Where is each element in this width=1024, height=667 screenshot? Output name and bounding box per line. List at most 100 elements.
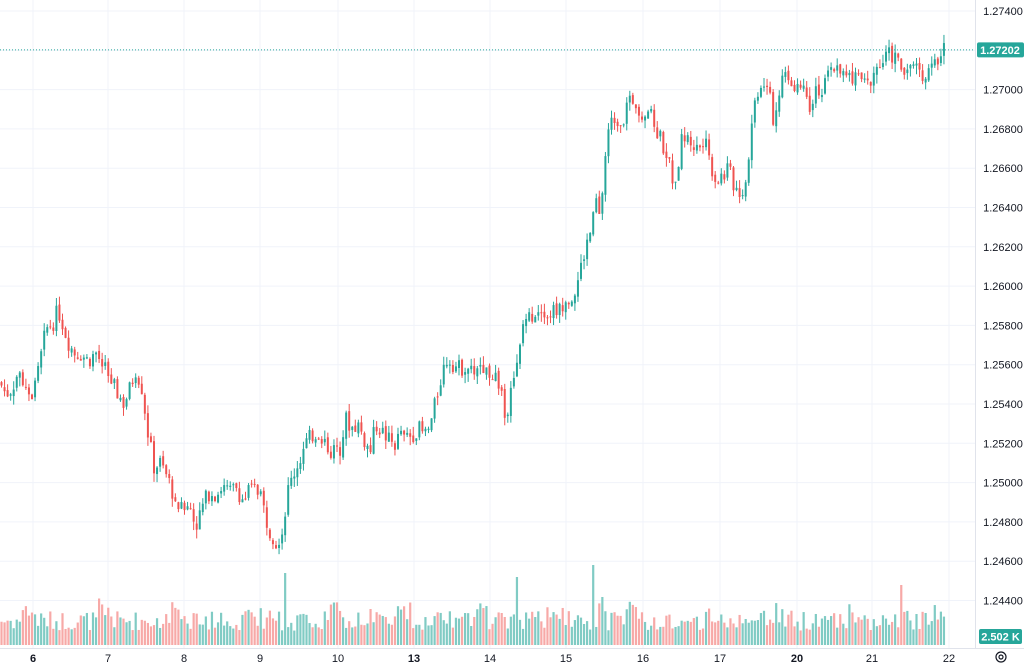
volume-bar [110,616,113,645]
volume-bar [903,611,906,645]
candle-body [393,443,396,450]
candle-body [726,163,729,178]
volume-bar [329,604,332,645]
candle-body [872,72,875,86]
volume-bar [460,616,464,645]
candle-body [845,71,848,76]
y-tick-label: 1.25800 [983,320,1023,332]
volume-bar [756,620,759,645]
candle-body [512,377,515,387]
volume-bar [253,616,256,645]
candle-body [143,394,146,414]
candle-body [354,425,357,432]
candle-body [674,181,677,183]
volume-bar [711,621,714,645]
candle-body [491,379,494,381]
volume-bar [607,630,610,645]
settings-icon[interactable] [990,648,1012,666]
candle-body [592,212,595,235]
candle-body [787,70,790,81]
volume-bar [250,612,253,645]
volume-bar [708,608,711,645]
candle-body [21,372,24,386]
candle-body [546,317,549,319]
candle-body [747,159,750,183]
candle-body [772,92,775,125]
volume-bar [875,626,878,645]
volume-bar [165,614,168,645]
volume-bar [317,627,320,645]
candle-body [406,432,409,435]
candle-body [506,414,509,417]
volume-bar [610,612,613,645]
candle-body [817,84,820,96]
last-price-value: 1.27202 [980,45,1020,57]
candle-body [275,545,277,549]
candle-body [891,45,894,63]
volume-bar [625,609,628,645]
volume-bar [939,611,942,645]
volume-bar [857,617,860,645]
candle-body [296,468,299,478]
candle-body [323,438,326,443]
candle-body [897,53,900,58]
volume-bar [567,611,570,645]
volume-bar [204,616,207,645]
volume-bar [909,620,912,645]
volume-bar [155,618,159,645]
volume-bar [119,617,122,645]
volume-bar [826,619,830,645]
time-axis[interactable]: 6 7 8 9 10 13 14 15 16 17 20 21 22 [0,648,1024,666]
volume-bar [82,616,85,645]
candle-body [698,145,701,148]
volume-bar [137,629,140,645]
volume-bar [930,621,933,645]
volume-bar [216,622,220,645]
candle-body [207,491,210,502]
candle-body [293,476,296,479]
candle-body [833,69,836,72]
candle-body [589,233,592,242]
candle-body [375,426,378,432]
volume-bar [122,618,125,645]
volume-bar [881,615,885,645]
candle-body [830,67,833,70]
candle-body [528,312,531,321]
candle-body [110,374,113,384]
candle-body [421,421,424,432]
volume-bar [299,614,302,645]
volume-bar [107,607,110,645]
candle-body [705,138,708,148]
candle-body [656,127,659,139]
candle-body [259,491,262,495]
volume-bar [94,617,98,645]
volume-bar [540,621,543,645]
candle-body [644,116,647,121]
candle-body [302,448,305,464]
candle-body [936,58,939,65]
candle-body [9,394,12,396]
candle-body [131,382,134,385]
volume-bar [76,622,79,645]
volume-bar [482,608,485,645]
candle-body [308,429,311,440]
candle-body [149,436,152,443]
candle-body [61,319,64,330]
volume-bar [67,627,70,645]
x-tick-label: 8 [181,653,187,665]
candle-body [177,502,180,510]
y-tick-label: 1.25600 [983,360,1023,372]
candle-body [253,483,256,485]
volume-bar [769,619,772,645]
volume-bar [21,610,24,645]
volume-bar [244,611,247,645]
candle-body [262,490,265,506]
volume-bar [653,617,656,645]
candle-body [485,367,488,375]
candle-body [665,151,668,158]
volume-bar [485,606,488,645]
volume-bar [101,604,104,645]
volume-bar [936,619,939,645]
volume-bar [589,629,592,645]
